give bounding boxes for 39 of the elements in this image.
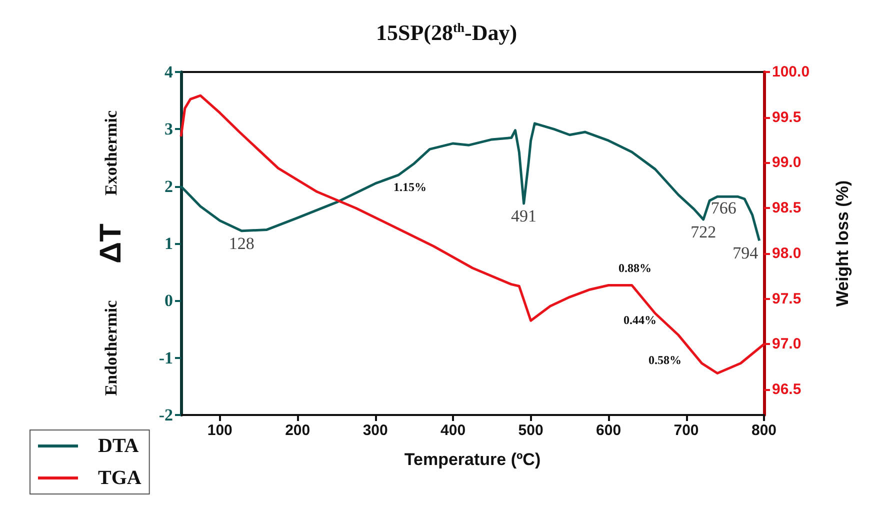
x-tick-label: 800 [751,422,777,439]
y2-tick-label: 99.5 [772,108,802,126]
y-tick-label: 4 [164,62,174,82]
y2-tick-label: 100.0 [772,64,810,80]
annotation: 0.88% [618,261,652,275]
x-axis-title: Temperature (ºC) [404,450,541,469]
annotation: 0.44% [624,313,656,327]
annotation: 722 [690,222,716,242]
x-tick-label: 300 [362,422,388,439]
x-tick-label: 200 [285,422,310,439]
x-tick-label: 400 [440,422,466,439]
x-tick-label: 500 [518,422,544,439]
y-axis-title: ΔT [94,224,128,264]
annotation: 794 [732,244,759,263]
text: Endothermic [102,300,120,396]
legend-label: DTA [98,435,140,457]
y2-tick-label: 97.5 [772,290,802,308]
y2-tick-label: 98.5 [772,200,802,217]
y-tick-label: 1 [164,234,173,253]
annotation: 491 [511,206,537,226]
legend-label: TGA [98,467,142,489]
annotation: 128 [228,234,254,253]
x-tick-label: 100 [207,422,232,439]
y2-tick-label: 96.5 [772,381,802,398]
text: Exothermic [102,110,120,196]
y-tick-label: 3 [164,120,173,139]
annotation: 0.58% [648,353,682,367]
y-tick-label: 0 [164,291,173,310]
annotation: 766 [710,198,736,218]
x-tick-label: 600 [596,422,622,439]
annotation: 1.15% [394,180,426,194]
y2-tick-label: 99.0 [772,154,802,172]
y-tick-label: -2 [158,406,173,424]
y-tick-label: 2 [164,176,173,196]
x-tick-label: 700 [674,422,699,439]
y2-tick-label: 98.0 [772,244,802,262]
y-tick-label: -1 [158,348,173,368]
y2-tick-label: 97.0 [772,336,802,353]
y2-axis-title: Weight loss (%) [833,180,852,307]
